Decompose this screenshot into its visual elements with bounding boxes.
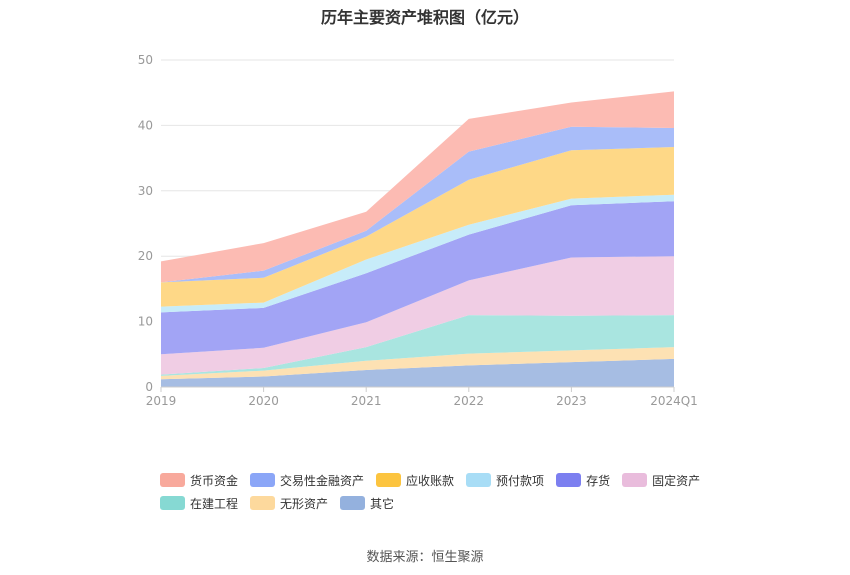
legend-label: 在建工程 [190, 496, 239, 511]
legend-swatch [250, 496, 276, 510]
legend-item[interactable]: 应收账款 [376, 473, 455, 488]
legend-label: 存货 [586, 473, 611, 488]
area-series [161, 91, 674, 387]
y-tick-label: 50 [138, 53, 153, 67]
legend: 货币资金 交易性金融资产 应收账款 预付款项 存货 固定资产在建工程 无形资产 其它 [160, 473, 720, 511]
legend-swatch [376, 473, 402, 487]
x-tick-label: 2024Q1 [650, 394, 698, 408]
y-tick-label: 30 [138, 184, 153, 198]
legend-label: 其它 [370, 496, 395, 511]
x-tick-label: 2020 [248, 394, 279, 408]
area-货币资金 [161, 91, 674, 283]
legend-swatch [160, 473, 185, 487]
area-固定资产 [161, 256, 674, 375]
legend-swatch [466, 473, 492, 487]
legend-swatch [556, 473, 582, 487]
legend-label: 预付款项 [496, 473, 545, 488]
x-tick-label: 2019 [146, 394, 177, 408]
x-tick-label: 2022 [454, 394, 485, 408]
y-tick-label: 10 [138, 315, 153, 329]
y-tick-label: 0 [145, 380, 153, 394]
axes: 0 10 20 30 40 50 2019 2020 2021 2022 2023 2024Q1 [138, 53, 698, 408]
legend-swatch [622, 473, 648, 487]
legend-item[interactable]: 其它 [340, 496, 395, 511]
legend-swatch [340, 496, 366, 510]
legend-label: 交易性金融资产 [280, 473, 365, 488]
legend-label: 应收账款 [406, 473, 455, 488]
area-在建工程 [161, 315, 674, 376]
chart-title: 历年主要资产堆积图（亿元） [320, 8, 529, 27]
legend-swatch [160, 496, 185, 510]
area-其它 [161, 358, 674, 387]
legend-item[interactable]: 固定资产 [622, 473, 701, 488]
legend-item[interactable]: 存货 [556, 473, 611, 488]
legend-item[interactable]: 在建工程 [160, 496, 239, 511]
area-交易性金融资产 [161, 126, 674, 283]
area-无形资产 [161, 347, 674, 380]
x-tick-label: 2021 [351, 394, 382, 408]
y-tick-label: 40 [138, 118, 153, 132]
legend-label: 无形资产 [280, 496, 329, 511]
area-预付款项 [161, 194, 674, 313]
legend-item[interactable]: 无形资产 [250, 496, 329, 511]
legend-item[interactable]: 预付款项 [466, 473, 545, 488]
legend-item[interactable]: 交易性金融资产 [250, 473, 365, 488]
legend-swatch [250, 473, 276, 487]
data-source: 数据来源：恒生聚源 [366, 550, 484, 565]
area-应收账款 [161, 147, 674, 307]
legend-item[interactable]: 货币资金 [160, 473, 239, 488]
stacked-area-chart: 0 10 20 30 40 50 2019 2020 2021 2022 2023 2024Q1 [138, 53, 698, 408]
x-tick-label: 2023 [556, 394, 587, 408]
area-存货 [161, 201, 674, 355]
legend-label: 货币资金 [190, 473, 239, 488]
legend-label: 固定资产 [652, 473, 701, 488]
y-tick-label: 20 [138, 249, 153, 263]
